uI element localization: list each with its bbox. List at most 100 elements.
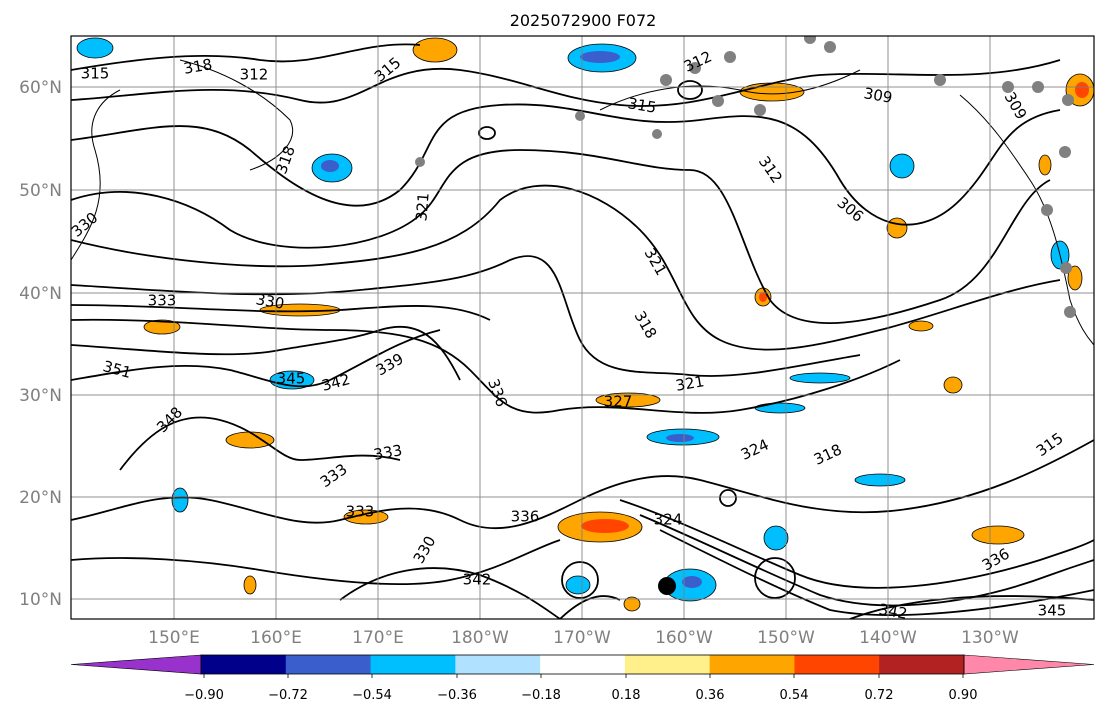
colorbar-tick-label: −0.72 <box>268 688 308 703</box>
colorbar-tick-label: 0.36 <box>696 688 725 703</box>
lon-tick-label: 130°W <box>961 628 1019 648</box>
contour-label: 342 <box>877 600 908 623</box>
positive-blob <box>908 320 934 332</box>
negative-blob <box>763 525 789 551</box>
colorbar-segment <box>794 655 880 674</box>
contour-line <box>71 325 461 381</box>
station-dot <box>934 74 946 86</box>
lat-tick-label: 10°N <box>19 590 62 610</box>
positive-blob <box>943 376 963 394</box>
contour-label: 333 <box>346 503 375 521</box>
positive-blob <box>243 575 257 595</box>
contour-line <box>71 539 561 586</box>
contour-loop <box>677 80 703 100</box>
longitude-ticks: 150°E 160°E 170°E 180°W 170°W 160°W 150°W 140°W… <box>148 628 1019 648</box>
positive-blob <box>1067 265 1083 291</box>
colorbar-extend-high <box>963 654 1095 675</box>
colorbar <box>70 654 1095 675</box>
contour-label: 330 <box>254 290 285 313</box>
lat-tick-label: 20°N <box>19 488 62 508</box>
contour-label: 315 <box>81 65 110 83</box>
lon-tick-label: 160°W <box>655 628 713 648</box>
negative-blob <box>76 37 114 59</box>
colorbar-segment <box>709 655 795 674</box>
station-dot <box>724 51 736 63</box>
negative-blob <box>171 487 189 513</box>
colorbar-ticks: −0.90 −0.72 −0.54 −0.36 −0.18 0.18 0.36 0.54 0.7… <box>184 674 977 703</box>
colorbar-extend-low <box>70 654 202 675</box>
positive-core <box>581 519 629 533</box>
lon-tick-label: 170°W <box>553 628 611 648</box>
negative-blob <box>754 402 806 414</box>
contour-loop <box>478 126 496 140</box>
contour-line <box>71 304 491 321</box>
contour-line <box>71 149 1051 324</box>
positive-core <box>759 292 767 302</box>
contour-label: 312 <box>240 66 269 84</box>
station-dot <box>712 95 724 107</box>
contour-line <box>71 43 421 71</box>
colorbar-tick-label: 0.72 <box>865 688 894 703</box>
colorbar-segment <box>201 655 287 674</box>
contour-label: 342 <box>463 571 492 589</box>
colorbar-tick-label: 0.54 <box>780 688 809 703</box>
colorbar-outline <box>200 654 965 675</box>
colorbar-tick-label: −0.54 <box>352 688 392 703</box>
station-dot <box>415 157 425 167</box>
figure-title: 2025072900 F072 <box>510 11 657 30</box>
contour-label: 333 <box>148 292 177 310</box>
lon-tick-label: 170°E <box>352 628 404 648</box>
positive-core <box>1075 82 1089 98</box>
map-frame <box>70 35 1095 620</box>
colorbar-tick-label: −0.18 <box>521 688 561 703</box>
positive-blob <box>886 217 908 239</box>
colorbar-tick-label: −0.90 <box>184 688 224 703</box>
negative-blob <box>789 372 851 384</box>
station-dot <box>575 111 585 121</box>
station-dot <box>689 62 701 74</box>
coastline-north-america <box>959 94 1094 346</box>
contour-label: 318 <box>182 55 213 78</box>
station-dot <box>754 104 766 116</box>
lon-tick-label: 180°W <box>451 628 509 648</box>
contour-label: 345 <box>1038 602 1067 620</box>
contour-line <box>71 329 441 388</box>
contour-line <box>639 514 1094 607</box>
gridlines <box>71 36 1094 619</box>
contour-line <box>71 184 1061 351</box>
station-dot <box>824 41 836 53</box>
positive-blob <box>971 525 1025 545</box>
negative-blob <box>854 473 906 487</box>
contour-label: 324 <box>654 511 683 529</box>
positive-blob <box>343 509 389 525</box>
contour-line <box>71 255 861 377</box>
coastline-alaska <box>599 69 861 111</box>
contour-line <box>619 499 1094 589</box>
contour-line <box>339 567 561 619</box>
negative-core <box>321 160 339 172</box>
colorbar-segment <box>879 655 965 674</box>
colorbar-tick-label: 0.18 <box>612 688 641 703</box>
lat-tick-label: 30°N <box>19 386 62 406</box>
coastline-asia <box>71 89 121 261</box>
station-dot <box>804 36 816 44</box>
station-dot <box>652 129 662 139</box>
colorbar-segment <box>285 655 372 674</box>
contour-line <box>71 59 1061 107</box>
contour-label: 336 <box>511 508 540 526</box>
contour-loop <box>754 557 796 599</box>
latitude-ticks: 60°N 50°N 40°N 30°N 20°N 10°N <box>19 78 62 610</box>
station-dot <box>1041 204 1053 216</box>
lat-tick-label: 60°N <box>19 78 62 98</box>
contour-label: 321 <box>412 192 432 222</box>
lon-tick-label: 140°W <box>859 628 917 648</box>
contour-label: 333 <box>372 441 403 464</box>
colorbar-segment <box>370 655 456 674</box>
lat-tick-label: 50°N <box>19 181 62 201</box>
station-dot <box>1062 94 1074 106</box>
contours <box>71 43 1094 619</box>
contour-line <box>659 529 1094 616</box>
negative-core <box>666 434 694 442</box>
lat-tick-label: 40°N <box>19 284 62 304</box>
contour-label: 345 <box>277 370 306 388</box>
